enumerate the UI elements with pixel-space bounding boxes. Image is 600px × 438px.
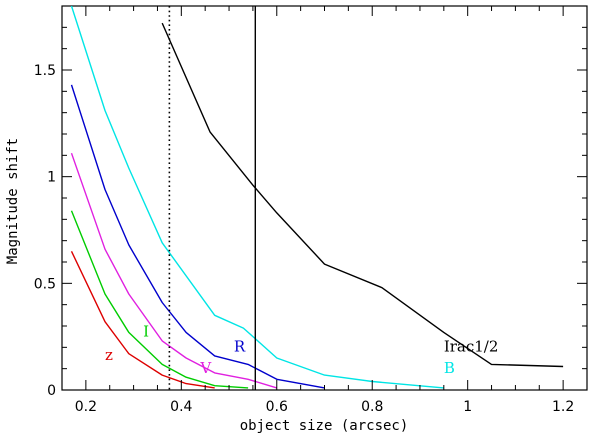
y-tick-label: 1 — [47, 170, 56, 186]
x-tick-label: 0.4 — [170, 399, 192, 415]
x-tick-label: 1 — [463, 399, 472, 415]
plot-frame — [61, 5, 588, 391]
series-line-i — [70, 210, 249, 389]
y-axis-label: Magnitude shift — [5, 138, 21, 264]
series-label-v: V — [199, 359, 212, 377]
series-label-i: I — [143, 323, 149, 341]
series-line-r — [70, 84, 325, 389]
series-label-r: R — [234, 338, 246, 356]
y-tick-label: 0.5 — [34, 276, 56, 292]
series-label-b: B — [444, 359, 455, 377]
series-line-v — [70, 152, 278, 389]
x-tick-label: 0.6 — [266, 399, 288, 415]
x-axis-label: object size (arcsec) — [240, 418, 409, 434]
y-tick-label: 1.5 — [34, 63, 56, 79]
series-labels: B R V Iz Irac1/2 — [105, 323, 498, 377]
series-label-irac12: Irac1/2 — [444, 338, 499, 356]
axis-ticks: 0.2 0.4 0.6 0.8 1 1.2 0 0.5 1 1.5 — [34, 5, 588, 415]
series-line-b — [70, 6, 444, 389]
series-line-z — [70, 250, 215, 389]
series-layer — [70, 6, 564, 389]
y-tick-label: 0 — [47, 383, 56, 399]
plot-area — [61, 5, 588, 391]
x-tick-label: 1.2 — [552, 399, 574, 415]
series-line-irac12 — [161, 22, 564, 368]
series-label-z: z — [105, 346, 113, 364]
x-tick-label: 0.2 — [75, 399, 97, 415]
reference-lines — [168, 6, 256, 390]
x-tick-label: 0.8 — [361, 399, 383, 415]
